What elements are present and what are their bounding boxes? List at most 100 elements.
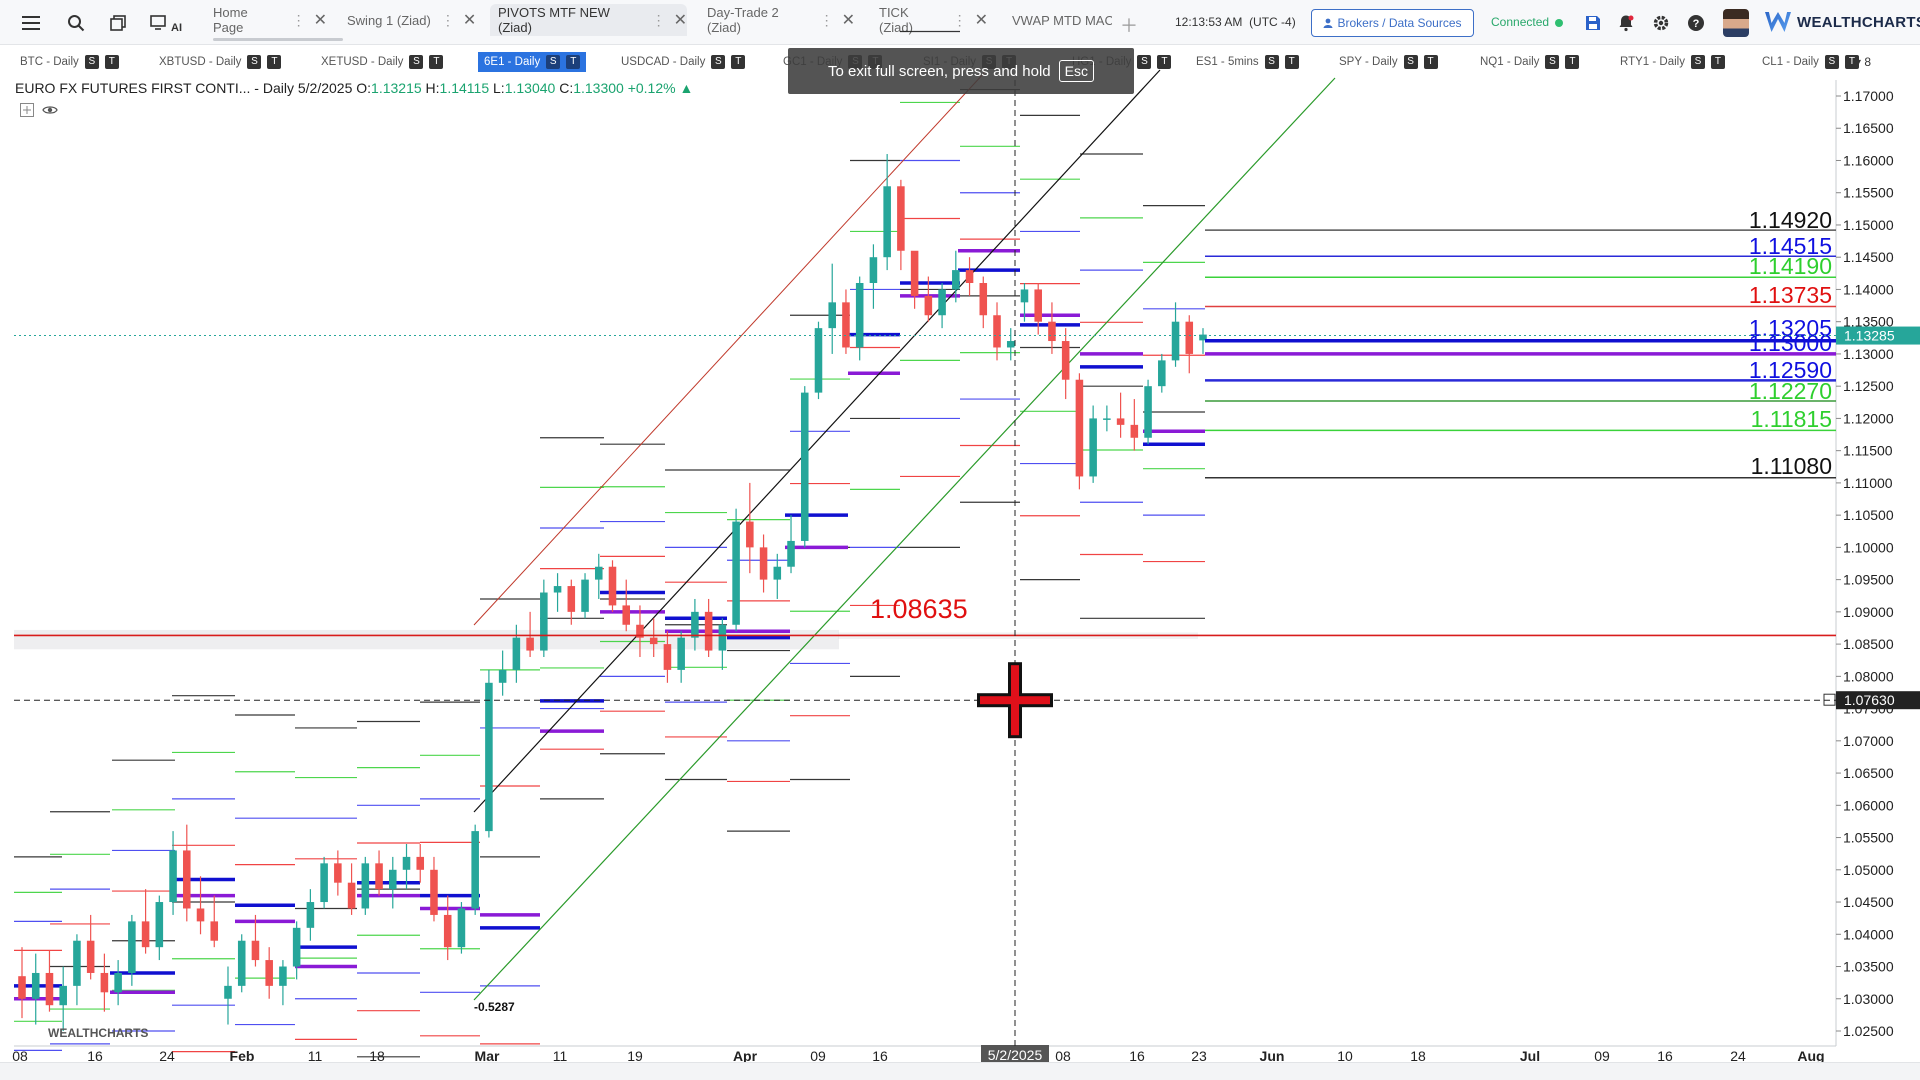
symbol-tab[interactable]: XETUSD - Daily S T <box>315 52 449 72</box>
tab-menu-icon[interactable]: ⋮ <box>291 11 306 28</box>
x-tick-label: Jul <box>1520 1048 1540 1064</box>
help-icon[interactable]: ? <box>1683 10 1709 36</box>
candle-body <box>18 976 26 999</box>
symbol-tab[interactable]: ES1 - 5mins S T <box>1190 52 1305 72</box>
connection-label: Connected <box>1491 15 1550 29</box>
symbol-s-badge[interactable]: S <box>546 55 561 69</box>
symbol-s-badge[interactable]: S <box>1137 55 1152 69</box>
ai-assistant-icon[interactable]: AI <box>148 10 184 36</box>
close-icon[interactable]: ✕ <box>673 12 687 29</box>
key-level-label: 1.14515 <box>1749 233 1832 259</box>
symbol-t-badge[interactable]: T <box>267 55 282 69</box>
symbol-t-badge[interactable]: T <box>1710 55 1725 69</box>
tab-vwap-mtd[interactable]: VWAP MTD MAC <box>1004 4 1112 36</box>
candle-body <box>457 908 466 948</box>
symbol-t-badge[interactable]: T <box>1423 55 1438 69</box>
symbol-s-badge[interactable]: S <box>1824 55 1839 69</box>
add-tab-icon[interactable]: ＋ <box>1120 16 1138 36</box>
symbol-s-badge[interactable]: S <box>247 55 262 69</box>
candle <box>594 553 603 599</box>
candle <box>540 579 548 657</box>
symbol-s-badge[interactable]: S <box>1545 55 1560 69</box>
symbol-s-badge[interactable]: S <box>711 55 726 69</box>
symbol-t-badge[interactable]: T <box>566 55 581 69</box>
candle <box>375 850 383 896</box>
candle-body <box>45 972 54 1006</box>
tab-menu-icon[interactable]: ⋮ <box>819 11 834 28</box>
x-tick-label: 18 <box>1410 1048 1426 1064</box>
candle <box>1006 328 1015 361</box>
symbol-tab[interactable]: NQ1 - Daily S T <box>1474 52 1585 72</box>
symbol-t-badge[interactable]: T <box>1157 55 1172 69</box>
tab-menu-icon[interactable]: ⋮ <box>952 11 967 28</box>
candle <box>965 257 974 296</box>
symbol-s-badge[interactable]: S <box>1403 55 1418 69</box>
hamburger-menu-icon[interactable] <box>18 10 44 36</box>
key-level-label: 1.14920 <box>1749 207 1832 233</box>
symbol-t-badge[interactable]: T <box>1284 55 1299 69</box>
candle <box>800 386 809 548</box>
symbol-s-badge[interactable]: S <box>1264 55 1279 69</box>
symbol-tab[interactable]: RTY1 - Daily S T <box>1614 52 1731 72</box>
low-label: L: <box>493 80 505 96</box>
symbol-t-badge[interactable]: T <box>429 55 444 69</box>
tab-label: TICK (Ziad) <box>879 5 913 35</box>
tab-home-page[interactable]: Home Page ⋮ ✕ <box>205 4 327 36</box>
symbol-label: NQ1 - Daily <box>1480 56 1540 68</box>
x-tick-label: 11 <box>308 1048 323 1064</box>
symbol-tab[interactable]: USDCAD - Daily S T <box>615 52 751 72</box>
tab-pivots-mtf-new[interactable]: PIVOTS MTF NEW (Ziad) ⋮ ✕ <box>490 4 687 36</box>
tab-scrollbar[interactable] <box>213 38 343 41</box>
symbol-t-badge[interactable]: T <box>1565 55 1580 69</box>
eye-icon[interactable] <box>42 103 58 117</box>
wealthcharts-logo: WEALTHCHARTS <box>1765 12 1920 32</box>
brokers-data-sources-button[interactable]: Brokers / Data Sources <box>1311 9 1474 37</box>
candle-body <box>979 283 988 316</box>
close-icon[interactable]: ✕ <box>841 12 855 29</box>
symbol-tab[interactable]: CL1 - Daily S T <box>1756 52 1865 72</box>
close-icon[interactable]: ✕ <box>313 12 327 29</box>
candle <box>718 618 727 670</box>
candle-body <box>498 669 507 683</box>
gear-icon[interactable] <box>1648 10 1674 36</box>
candle <box>1061 328 1070 400</box>
more-symbols-button[interactable]: ▾ 8 <box>1855 55 1872 69</box>
layers-icon[interactable] <box>105 10 131 36</box>
logo-text: WEALTHCHARTS <box>1797 13 1920 31</box>
symbol-label: RTY1 - Daily <box>1620 56 1685 68</box>
tab-swing-1[interactable]: Swing 1 (Ziad) ⋮ ✕ <box>339 4 478 36</box>
avatar[interactable] <box>1723 9 1749 37</box>
close-icon[interactable]: ✕ <box>462 12 477 29</box>
tab-day-trade-2[interactable]: Day-Trade 2 (Ziad) ⋮ ✕ <box>699 4 855 36</box>
tab-menu-icon[interactable]: ⋮ <box>651 11 666 28</box>
symbol-tab[interactable]: BTC - Daily S T <box>14 52 125 72</box>
toast-text: To exit full screen, press and hold <box>828 62 1051 80</box>
symbol-s-badge[interactable]: S <box>84 55 99 69</box>
symbol-tab[interactable]: 6E1 - Daily S T <box>478 52 587 72</box>
candle <box>155 895 164 961</box>
candle-body <box>869 257 878 283</box>
candle-body <box>292 927 301 967</box>
tab-menu-icon[interactable]: ⋮ <box>440 11 455 28</box>
y-tick-label: 1.03000 <box>1843 991 1894 1007</box>
close-icon[interactable]: ✕ <box>974 12 988 29</box>
candle-body <box>1061 341 1070 380</box>
tab-label: PIVOTS MTF NEW (Ziad) <box>498 5 610 35</box>
symbol-s-badge[interactable]: S <box>1690 55 1705 69</box>
candle-body <box>910 250 919 296</box>
save-icon[interactable] <box>1580 10 1606 36</box>
symbol-s-badge[interactable]: S <box>409 55 424 69</box>
candle-body <box>1185 321 1194 354</box>
expand-icon[interactable] <box>20 103 34 117</box>
notification-bell-icon[interactable] <box>1613 10 1639 36</box>
candle <box>1034 283 1042 335</box>
pivot-ladder <box>1080 153 1143 619</box>
search-icon[interactable] <box>63 10 89 36</box>
symbol-t-badge[interactable]: T <box>104 55 119 69</box>
symbol-t-badge[interactable]: T <box>731 55 746 69</box>
symbol-t-badge[interactable]: T <box>1844 55 1859 69</box>
candle <box>416 844 425 883</box>
symbol-tab[interactable]: XBTUSD - Daily S T <box>153 52 287 72</box>
symbol-tab[interactable]: SPY - Daily S T <box>1333 52 1444 72</box>
